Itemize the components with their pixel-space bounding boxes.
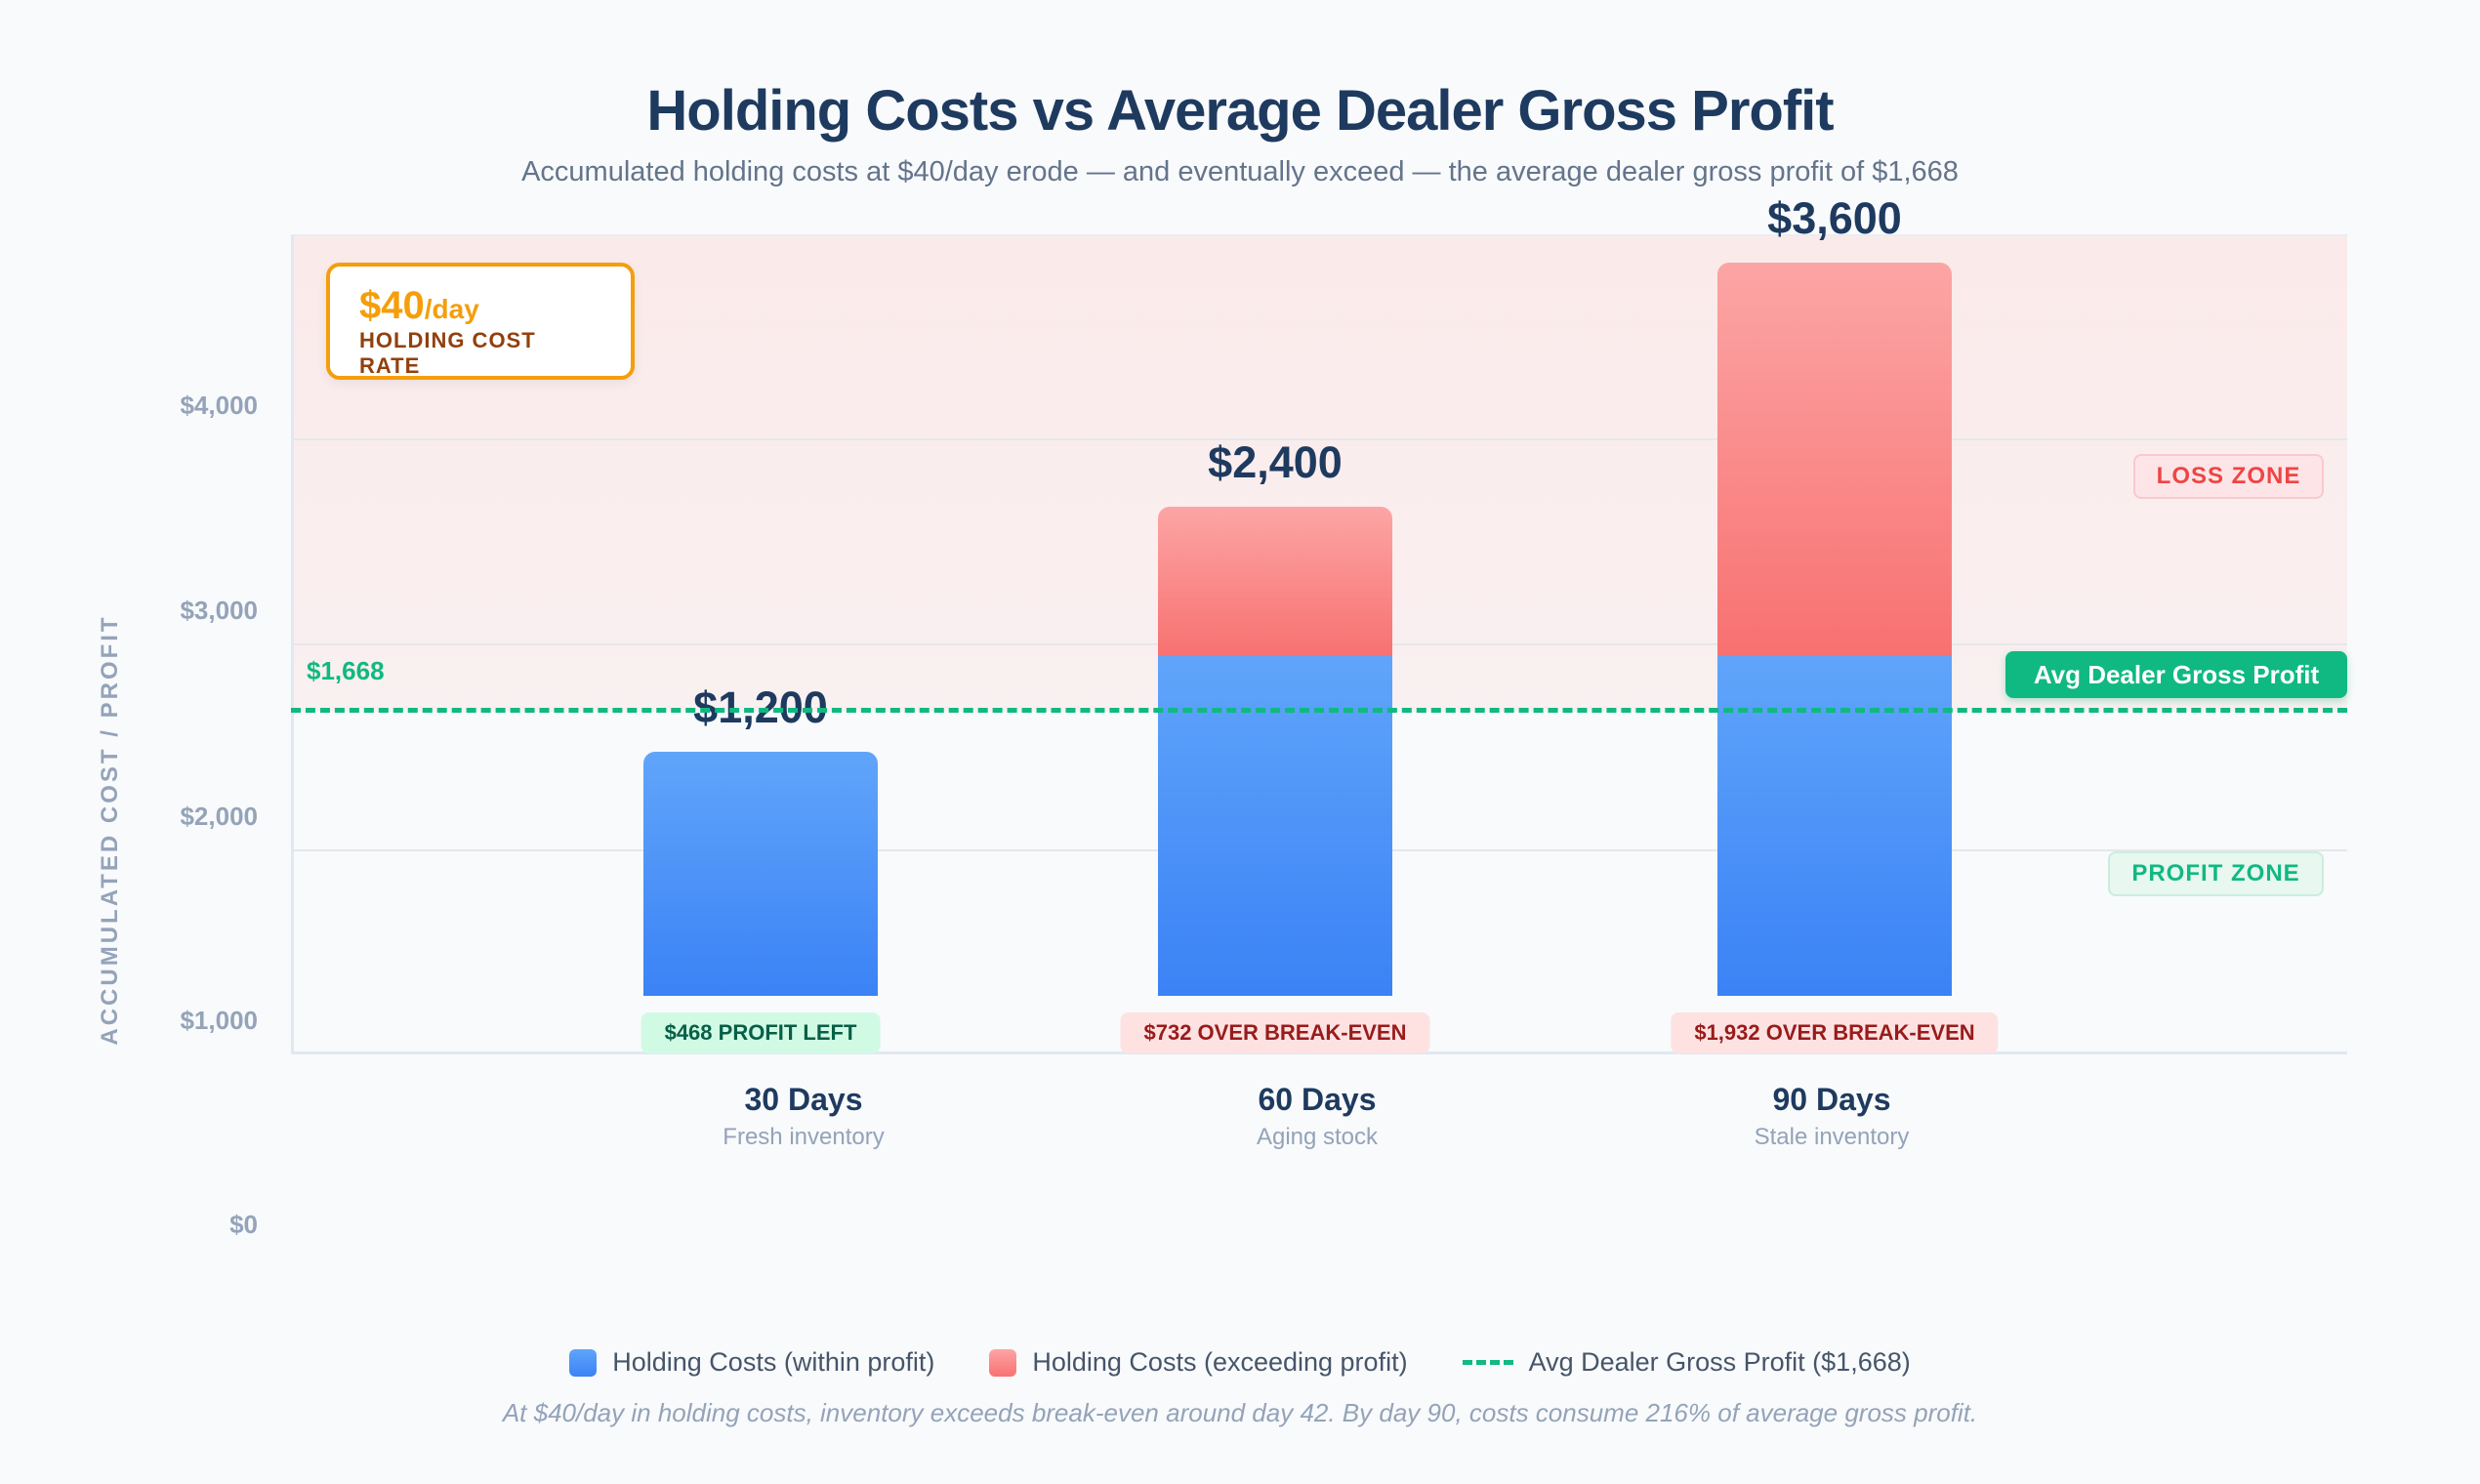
gridline	[294, 438, 2347, 440]
y-axis-title: ACCUMULATED COST / PROFIT	[97, 614, 123, 1046]
rate-unit: /day	[424, 294, 479, 324]
legend-swatch	[569, 1348, 598, 1377]
category-subtitle: Fresh inventory	[723, 1124, 885, 1150]
chart-subtitle: Accumulated holding costs at $40/day ero…	[521, 156, 1959, 187]
bar-total-label: $3,600	[1767, 192, 1902, 243]
bar-exceeding-profit	[1717, 262, 1952, 656]
legend-label: Holding Costs (exceeding profit)	[1032, 1347, 1408, 1377]
legend-swatch	[989, 1348, 1017, 1377]
rate-value: $40	[359, 284, 425, 327]
y-tick-label: $2,000	[180, 802, 258, 831]
category-subtitle: Aging stock	[1256, 1124, 1379, 1150]
avg-profit-badge: Avg Dealer Gross Profit	[2005, 651, 2347, 698]
x-category-label: 60 Days Aging stock	[1257, 1082, 1378, 1151]
legend-label: Holding Costs (within profit)	[612, 1347, 935, 1377]
bar-annotation-pill: $468 PROFIT LEFT	[641, 1012, 881, 1053]
bar-total-label: $1,200	[693, 681, 828, 732]
legend-swatch-dashed	[1462, 1360, 1513, 1365]
chart-title: Holding Costs vs Average Dealer Gross Pr…	[646, 79, 1834, 143]
rate-label: HOLDING COST RATE	[359, 328, 536, 378]
y-tick-label: $3,000	[180, 596, 258, 625]
bar-total-label: $2,400	[1208, 437, 1343, 488]
avg-profit-reference-line	[291, 708, 2347, 713]
holding-cost-rate-card: $40/day HOLDING COST RATE	[326, 263, 635, 380]
x-category-label: 30 Days Fresh inventory	[723, 1082, 884, 1151]
legend-item-exceeding: Holding Costs (exceeding profit)	[989, 1347, 1408, 1378]
loss-zone-badge: LOSS ZONE	[2133, 454, 2324, 499]
profit-zone-badge: PROFIT ZONE	[2108, 851, 2324, 896]
y-tick-label: $1,000	[180, 1006, 258, 1035]
reference-line-label: $1,668	[307, 656, 385, 685]
bar-exceeding-profit	[1158, 507, 1392, 656]
footnote: At $40/day in holding costs, inventory e…	[502, 1398, 1978, 1427]
x-category-label: 90 Days Stale inventory	[1755, 1082, 1910, 1151]
bar-annotation-pill: $1,932 OVER BREAK-EVEN	[1671, 1012, 1999, 1053]
bar-within-profit	[1717, 656, 1952, 996]
legend: Holding Costs (within profit) Holding Co…	[0, 1347, 2480, 1378]
category-name: 90 Days	[1772, 1082, 1891, 1117]
legend-item-avg: Avg Dealer Gross Profit ($1,668)	[1462, 1347, 1911, 1378]
bar-within-profit	[1158, 656, 1392, 996]
bar-annotation-pill: $732 OVER BREAK-EVEN	[1120, 1012, 1430, 1053]
category-subtitle: Stale inventory	[1754, 1124, 1910, 1150]
legend-item-within: Holding Costs (within profit)	[569, 1347, 934, 1378]
y-tick-label: $0	[229, 1210, 258, 1239]
legend-label: Avg Dealer Gross Profit ($1,668)	[1528, 1347, 1911, 1377]
category-name: 60 Days	[1258, 1082, 1377, 1117]
bar-within-profit	[643, 751, 878, 996]
category-name: 30 Days	[744, 1082, 863, 1117]
y-tick-label: $4,000	[180, 391, 258, 420]
